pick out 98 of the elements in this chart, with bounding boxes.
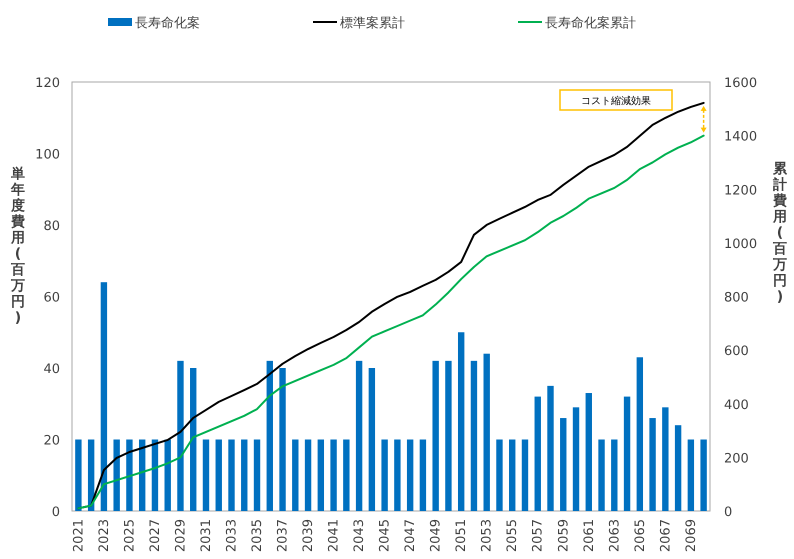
bar (190, 368, 196, 511)
x-tick-label: 2021 (71, 519, 86, 552)
bar (228, 440, 235, 511)
x-tick-label: 2063 (607, 519, 622, 552)
y-tick-label: 100 (35, 148, 60, 162)
bar (496, 440, 503, 511)
bar (394, 440, 401, 511)
bar (343, 440, 350, 511)
bar (624, 396, 630, 511)
x-tick-label: 2057 (530, 519, 546, 552)
bar (292, 440, 298, 511)
bar (674, 425, 682, 511)
y2-tick-label: 200 (724, 451, 749, 466)
x-tick-label: 2069 (684, 519, 699, 552)
x-tick-label: 2029 (173, 519, 188, 552)
bar (266, 360, 273, 511)
y-tick-label: 60 (43, 290, 60, 306)
bar (688, 440, 694, 511)
annotation-box: コスト縮減効果 (559, 89, 673, 111)
x-tick-label: 2025 (122, 519, 138, 552)
bar (356, 360, 362, 511)
bar (432, 360, 439, 511)
legend-label: 長寿命化案 (135, 15, 200, 31)
x-tick-label: 2049 (428, 519, 444, 552)
bar (75, 440, 82, 511)
bar (241, 440, 248, 511)
bar (254, 440, 260, 511)
y2-tick-label: 1000 (724, 236, 758, 252)
annotation: コスト縮減効果 (581, 95, 651, 107)
x-tick-label: 2033 (224, 519, 240, 552)
bar (522, 440, 528, 511)
y2-tick-label: 800 (724, 290, 749, 306)
bar (304, 440, 312, 511)
x-tick-label: 2027 (148, 519, 163, 552)
bar (202, 440, 210, 511)
bar (547, 386, 554, 511)
y2-tick-label: 1600 (724, 76, 758, 91)
text: 単年度費用(百万円) (11, 166, 25, 326)
x-tick-label: 2041 (326, 519, 342, 552)
y2-tick-label: 600 (724, 344, 749, 360)
bar (318, 440, 324, 511)
bar (100, 282, 108, 511)
x-tick-label: 2065 (632, 519, 648, 552)
bar (126, 440, 133, 511)
y2-tick-label: 1400 (724, 130, 758, 145)
bar (534, 396, 541, 511)
bar (406, 440, 414, 511)
y-tick-label: 0 (52, 505, 60, 520)
x-tick-label: 2023 (96, 519, 112, 552)
x-tick-label: 2043 (352, 519, 368, 552)
x-tick-label: 2059 (556, 519, 572, 552)
y-tick-label: 20 (43, 434, 60, 448)
y2-tick-label: 400 (724, 398, 749, 413)
bar (586, 393, 592, 511)
x-tick-label: 2047 (403, 519, 418, 552)
bar (470, 360, 478, 511)
bar (279, 368, 286, 511)
legend-label: 標準案累計 (340, 15, 405, 31)
bar (445, 360, 452, 511)
y-tick-label: 120 (35, 76, 60, 91)
bar (368, 368, 376, 511)
bar (152, 440, 158, 511)
bar (662, 407, 669, 511)
bar (164, 440, 171, 511)
x-tick-label: 2053 (480, 519, 495, 552)
bar (649, 418, 656, 511)
bar (420, 440, 426, 511)
bar (216, 440, 222, 511)
bar (484, 354, 490, 511)
bar (598, 440, 605, 511)
text: 累計費用(百万円) (773, 161, 787, 305)
bar (330, 440, 337, 511)
bar (572, 407, 580, 511)
bar (700, 440, 707, 511)
bar (611, 440, 618, 511)
y2-tick-label: 1200 (724, 183, 758, 198)
bar (88, 440, 94, 511)
bar (636, 357, 644, 511)
bar (381, 440, 388, 511)
x-tick-label: 2067 (658, 519, 674, 552)
bar (458, 332, 464, 511)
bar (113, 440, 120, 511)
bar (509, 440, 516, 511)
bar (560, 418, 566, 511)
y-tick-label: 80 (43, 219, 60, 234)
x-tick-label: 2031 (198, 519, 214, 552)
y2-tick-label: 0 (724, 505, 732, 520)
x-tick-label: 2039 (301, 519, 316, 552)
x-tick-label: 2051 (454, 519, 470, 552)
x-tick-label: 2037 (276, 519, 291, 552)
x-tick-label: 2035 (250, 519, 266, 552)
x-tick-label: 2061 (582, 519, 597, 552)
y-tick-label: 40 (43, 362, 60, 377)
bar (177, 360, 184, 511)
bar (138, 440, 146, 511)
legend-label: 長寿命化案累計 (545, 15, 636, 31)
x-tick-label: 2055 (505, 519, 520, 552)
x-tick-label: 2045 (378, 519, 393, 552)
